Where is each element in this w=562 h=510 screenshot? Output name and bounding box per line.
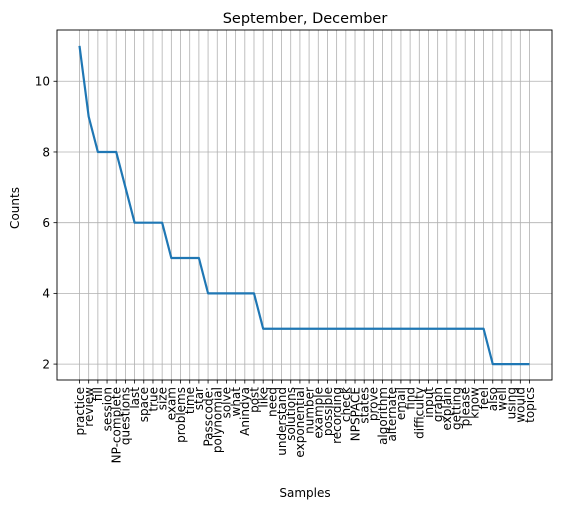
y-tick-label: 6 (42, 216, 50, 230)
x-tick-label: space (137, 387, 151, 422)
series-line (78, 45, 530, 366)
x-tick-label: problems (174, 387, 188, 443)
x-tick-label: solve (220, 387, 234, 418)
x-tick-label: example (312, 387, 326, 439)
x-tick-label: please (459, 387, 473, 426)
x-tick-label: prove (367, 387, 381, 421)
x-tick-label: post (247, 387, 261, 413)
x-tick-label: time (183, 387, 197, 414)
x-tick-label: also (486, 387, 500, 411)
y-tick-label: 8 (42, 145, 50, 159)
x-tick-label: difficulty (413, 387, 427, 439)
x-tick-label: check (339, 387, 353, 422)
x-tick-label: review (82, 387, 96, 427)
x-tick-label: feel (477, 387, 491, 409)
x-tick-label: star (192, 387, 206, 410)
x-tick-label: getting (449, 387, 463, 430)
y-tick-label: 10 (35, 75, 50, 89)
x-tick-label: last (128, 387, 142, 409)
x-tick-label: NPSPACE (348, 387, 362, 441)
x-tick-label: understand (275, 387, 289, 456)
x-tick-label: possible (321, 387, 335, 436)
x-tick-label: session (100, 387, 114, 431)
x-tick-label: polynomial (211, 387, 225, 453)
y-tick-label: 2 (42, 357, 50, 371)
x-axis-label: Samples (279, 486, 330, 500)
x-tick-label: Passcode: (201, 387, 215, 447)
x-tick-label: exam (165, 387, 179, 420)
x-tick-label: what (229, 387, 243, 417)
chart-title: September, December (223, 11, 388, 27)
x-tick-label: email (394, 387, 408, 420)
x-tick-label: true (146, 387, 160, 412)
x-tick-label: like (256, 387, 270, 408)
x-tick-label: size (155, 387, 169, 410)
x-tick-label: recording (330, 387, 344, 444)
x-tick-label: graph (431, 387, 445, 422)
x-tick-label: practice (73, 387, 87, 436)
x-tick-label: NP-complete (110, 387, 124, 463)
x-tick-label: explain (440, 387, 454, 431)
x-tick-label: need (266, 387, 280, 417)
x-tick-label: would (514, 387, 528, 423)
x-tick-label: know (468, 387, 482, 419)
y-gridlines (57, 80, 552, 365)
x-tick-label: using (504, 387, 518, 419)
x-tick-label: input (422, 387, 436, 418)
y-axis-ticks: 2 4 6 8 10 (35, 75, 57, 371)
x-tick-label: solutions (284, 387, 298, 441)
x-tick-label: states (357, 387, 371, 424)
x-tick-label: topics (523, 387, 537, 423)
plot-area-frame (56, 29, 553, 381)
x-tick-label: Anindya (238, 387, 252, 436)
x-tick-label: algorithm (376, 387, 390, 445)
x-tick-label: exponential (293, 387, 307, 458)
x-tick-label: alternate (385, 387, 399, 442)
x-tick-label: number (302, 387, 316, 434)
y-tick-label: 4 (42, 287, 50, 301)
y-axis-label: Counts (8, 187, 22, 229)
x-tick-label: well (495, 387, 509, 411)
x-axis-ticks: practicereviewfillsessionNP-completeques… (73, 380, 537, 463)
x-gridlines (79, 30, 530, 380)
x-tick-label: find (403, 387, 417, 410)
x-tick-label: fill (91, 387, 105, 401)
x-tick-label: questions (119, 387, 133, 445)
